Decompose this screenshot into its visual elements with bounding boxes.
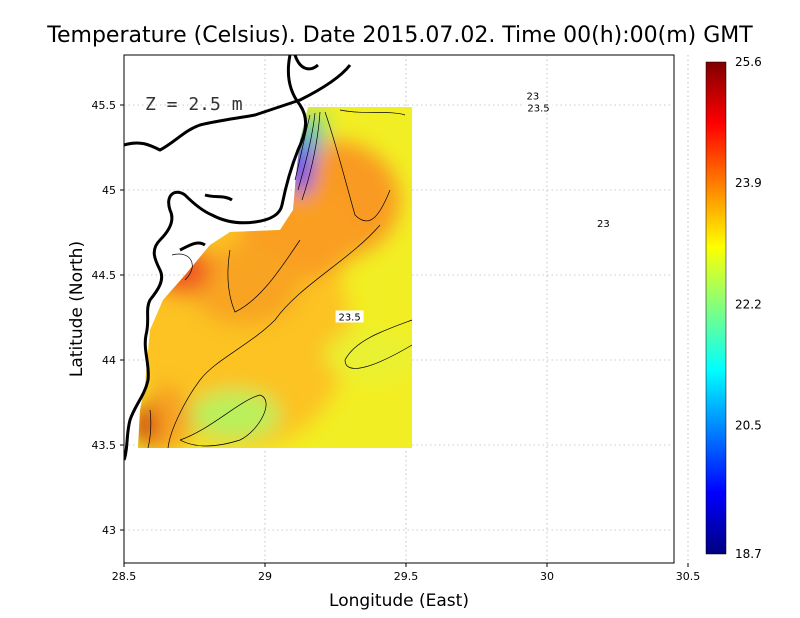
colorbar-gradient [705,61,727,555]
y-axis-label: Latitude (North) [67,241,87,377]
y-tick-label: 43 [102,524,116,537]
x-tick-label: 30.5 [676,570,701,583]
x-tick-label: 30 [540,570,554,583]
colorbar-tick-label: 23.9 [735,176,762,190]
x-tick-label: 29 [258,570,272,583]
colorbar-labels: 25.6 23.9 22.2 20.5 18.7 [735,55,762,561]
contour-label: 23 [597,219,610,230]
contour-label-bg [335,310,364,323]
y-tick-label: 44.5 [92,269,117,282]
colorbar: 25.6 23.9 22.2 20.5 18.7 [705,55,762,561]
x-tick-label: 28.5 [112,570,137,583]
y-tick-label: 45.5 [92,99,117,112]
x-tick-label: 29.5 [394,570,419,583]
colorbar-tick-label: 18.7 [735,547,762,561]
y-tick-label: 45 [102,184,116,197]
contour-label: 23.5 [338,313,360,324]
y-tick-label: 44 [102,354,116,367]
coastline [124,55,352,461]
y-tick-label: 43.5 [92,439,117,452]
y-axis-ticks: 43 43.5 44 44.5 45 45.5 [92,99,124,537]
colorbar-tick-label: 20.5 [735,419,762,433]
contour-label-bg [595,217,612,229]
contour-label-bg [524,89,541,102]
colorbar-tick-label: 25.6 [735,55,762,69]
colorbar-tick-label: 22.2 [735,297,762,311]
contour-lines [147,109,413,449]
contour-label-bg [524,101,553,114]
contour-label: 23 [527,92,540,103]
x-axis-label: Longitude (East) [329,591,469,611]
contour-label: 23.5 [527,103,549,114]
depth-label: Z = 2.5 m [145,94,243,115]
map-title: Temperature (Celsius). Date 2015.07.02. … [46,23,753,48]
